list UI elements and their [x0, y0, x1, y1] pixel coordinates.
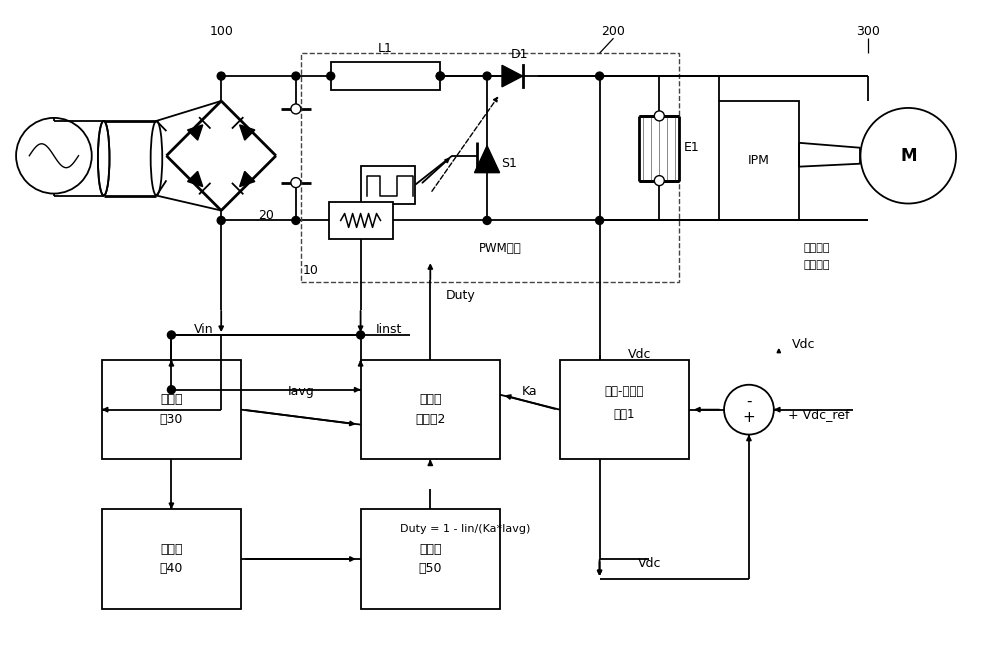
- Text: Vin: Vin: [193, 323, 213, 336]
- Text: 20: 20: [258, 209, 274, 222]
- Circle shape: [483, 72, 491, 80]
- Text: L1: L1: [378, 42, 393, 55]
- Circle shape: [654, 176, 664, 185]
- Bar: [719, 101, 799, 221]
- Text: 电压检测: 电压检测: [803, 261, 830, 270]
- Text: PWM信号: PWM信号: [479, 242, 521, 255]
- Polygon shape: [502, 65, 523, 87]
- Bar: [102, 360, 241, 460]
- Polygon shape: [240, 171, 255, 187]
- Text: M: M: [900, 147, 917, 165]
- Bar: [331, 62, 440, 90]
- Text: 调节模: 调节模: [419, 543, 442, 556]
- Text: 坈50: 坈50: [419, 562, 442, 575]
- Circle shape: [291, 178, 301, 187]
- Polygon shape: [188, 125, 203, 140]
- Text: 100: 100: [209, 25, 233, 38]
- Text: 单周期: 单周期: [419, 393, 442, 406]
- Bar: [361, 509, 500, 609]
- Text: IPM: IPM: [748, 154, 770, 167]
- Ellipse shape: [98, 121, 109, 195]
- Text: +: +: [743, 410, 755, 425]
- Polygon shape: [188, 171, 203, 187]
- Text: -: -: [746, 394, 752, 409]
- Text: Duty = 1 - Iin/(Ka*Iavg): Duty = 1 - Iin/(Ka*Iavg): [400, 524, 530, 534]
- Circle shape: [436, 72, 444, 80]
- Text: D1: D1: [511, 48, 529, 61]
- Circle shape: [436, 72, 444, 80]
- Circle shape: [483, 217, 491, 225]
- Text: 比例-积分调: 比例-积分调: [605, 385, 644, 398]
- Text: 计算剹2: 计算剹2: [415, 413, 445, 426]
- Text: 200: 200: [602, 25, 625, 38]
- Circle shape: [292, 72, 300, 80]
- Text: Ka: Ka: [522, 385, 538, 398]
- Text: 坈40: 坈40: [160, 562, 183, 575]
- Text: 直流母线: 直流母线: [803, 244, 830, 253]
- Circle shape: [292, 217, 300, 225]
- Bar: [361, 166, 415, 204]
- Text: 获取模: 获取模: [160, 543, 183, 556]
- Text: Vdc: Vdc: [638, 558, 661, 571]
- Text: Iavg: Iavg: [287, 385, 314, 398]
- Text: 节器1: 节器1: [614, 408, 635, 421]
- Circle shape: [596, 72, 604, 80]
- Text: 10: 10: [303, 264, 319, 277]
- Text: S1: S1: [501, 157, 517, 170]
- Circle shape: [357, 331, 365, 339]
- Circle shape: [291, 104, 301, 114]
- Bar: [560, 360, 689, 460]
- Circle shape: [217, 72, 225, 80]
- Text: Iinst: Iinst: [375, 323, 402, 336]
- Text: Vdc: Vdc: [628, 349, 651, 361]
- Text: 坈30: 坈30: [160, 413, 183, 426]
- Bar: [102, 509, 241, 609]
- Circle shape: [327, 72, 335, 80]
- Polygon shape: [475, 146, 500, 172]
- Text: 300: 300: [856, 25, 880, 38]
- Text: + Vdc_ref: + Vdc_ref: [788, 408, 849, 421]
- Circle shape: [654, 111, 664, 121]
- Bar: [361, 360, 500, 460]
- Bar: [329, 202, 393, 240]
- Polygon shape: [240, 125, 255, 140]
- Bar: [301, 53, 679, 282]
- Circle shape: [596, 217, 604, 225]
- Text: 计算模: 计算模: [160, 393, 183, 406]
- Circle shape: [167, 331, 175, 339]
- Text: Duty: Duty: [445, 289, 475, 302]
- Text: Vdc: Vdc: [792, 338, 815, 351]
- Text: E1: E1: [683, 141, 699, 154]
- Circle shape: [217, 217, 225, 225]
- Circle shape: [167, 386, 175, 394]
